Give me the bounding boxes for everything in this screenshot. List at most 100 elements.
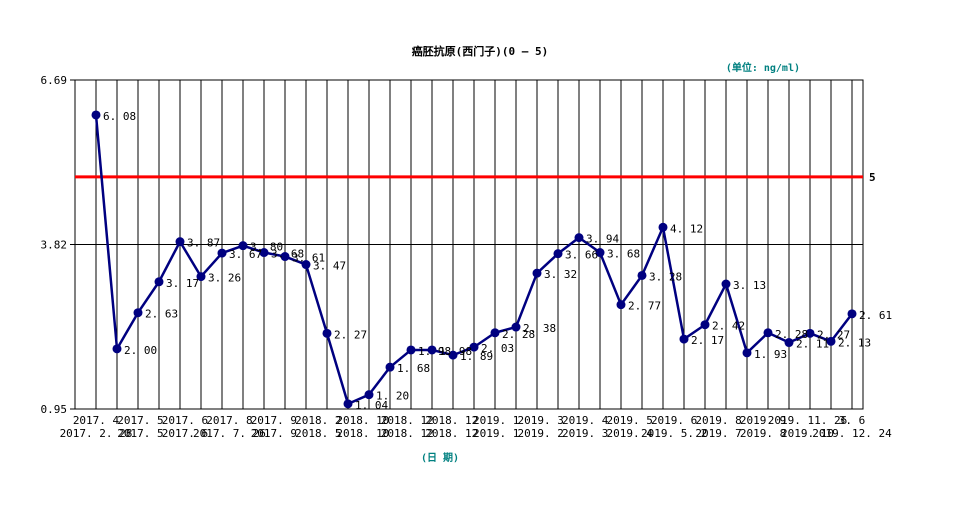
data-point <box>469 342 479 352</box>
x-tick-label-top: 2018. 10 <box>336 414 389 427</box>
data-point <box>406 345 416 355</box>
x-tick-label-bottom: 2017. 5 <box>117 427 163 440</box>
data-label: 2. 28 <box>502 328 535 341</box>
x-tick-label-bottom: 2017. 7. 26 <box>193 427 266 440</box>
y-tick-label: 6.69 <box>41 74 68 87</box>
data-point <box>154 277 164 287</box>
x-tick-label-bottom: 2018. 10 <box>336 427 389 440</box>
data-label: 3. 47 <box>313 260 346 273</box>
x-tick-label-bottom: 2018. 12 <box>381 427 434 440</box>
x-axis-label: (日 期) <box>421 451 459 464</box>
y-axis-ticks: 0.95 3.82 6.69 <box>41 74 75 416</box>
data-point <box>763 328 773 338</box>
data-point <box>238 241 248 251</box>
x-tick-label-top: 2019. 3 <box>518 414 564 427</box>
x-tick-label-bottom: 2019. 2 <box>518 427 564 440</box>
data-label: 6. 08 <box>103 110 136 123</box>
data-point <box>280 252 290 262</box>
data-label: 3. 87 <box>187 237 220 250</box>
data-point <box>448 350 458 360</box>
data-point <box>616 300 626 310</box>
x-tick-label-top: 2018. 2 <box>295 414 341 427</box>
data-point <box>301 260 311 270</box>
x-tick-label-top: 3. 6 <box>839 414 866 427</box>
data-label: 2. 63 <box>145 308 178 321</box>
data-point <box>511 322 521 332</box>
data-point <box>574 233 584 243</box>
data-point <box>364 390 374 400</box>
data-point <box>259 248 269 258</box>
data-label: 3. 67 <box>229 248 262 261</box>
data-point <box>637 270 647 280</box>
data-point <box>553 249 563 259</box>
x-tick-label-bottom: 2019. 12. 24 <box>812 427 892 440</box>
x-tick-label-top: 2018. 12 <box>425 414 478 427</box>
data-point <box>427 345 437 355</box>
reference-line-group: 5 <box>75 171 876 184</box>
chart-title: 癌胚抗原(西门子)(0 — 5) <box>412 44 549 58</box>
x-tick-label-bottom: 2019. 8 <box>740 427 786 440</box>
data-point <box>133 308 143 318</box>
data-label: 2. 27 <box>334 328 367 341</box>
data-point <box>175 237 185 247</box>
data-label: 2. 27 <box>817 328 850 341</box>
x-tick-label-top: 2017. 8 <box>206 414 252 427</box>
x-tick-label-top: 2018. 12 <box>381 414 434 427</box>
data-label: 1. 98 <box>439 345 472 358</box>
data-label: 2. 00 <box>124 344 157 357</box>
data-label: 3. 26 <box>208 272 241 285</box>
data-label: 2. 38 <box>523 322 556 335</box>
data-label: 3. 17 <box>166 277 199 290</box>
data-point <box>385 362 395 372</box>
data-labels: 6. 08 2. 00 2. 63 3. 17 3. 87 3. 26 3. 673. 80… <box>103 110 892 412</box>
data-point <box>721 279 731 289</box>
x-tick-label-bottom: 2019. 7 <box>695 427 741 440</box>
x-tick-label-top: 2017. 6 <box>162 414 208 427</box>
x-tick-label-top: 2019. 8 <box>695 414 741 427</box>
data-point <box>595 248 605 258</box>
x-tick-label-top: 2019. 5 <box>606 414 652 427</box>
data-label: 2. 03 <box>481 342 514 355</box>
data-label: 1. 68 <box>397 362 430 375</box>
data-label: 3. 61 <box>292 252 325 265</box>
data-point <box>112 344 122 354</box>
x-tick-label-bottom: 2019. 1 <box>473 427 519 440</box>
data-label: 3. 94 <box>586 233 619 246</box>
x-tick-label-bottom: 2019. 5. 2 <box>641 427 707 440</box>
data-label: 3. 28 <box>649 270 682 283</box>
x-tick-label-bottom: 2018. 5 <box>295 427 341 440</box>
x-tick-label-top: 2019. 4 <box>562 414 609 427</box>
x-tick-label-bottom: 2018. 12 <box>425 427 478 440</box>
reference-line-label: 5 <box>869 171 876 184</box>
data-point <box>532 268 542 278</box>
data-label: 3. 68 <box>271 248 304 261</box>
data-point <box>343 399 353 409</box>
data-point <box>805 328 815 338</box>
x-tick-label-bottom: 2019. 10 <box>781 427 834 440</box>
data-label: 3. 80 <box>250 241 283 254</box>
x-tick-label-bottom: 2019. 4 <box>606 427 653 440</box>
x-tick-label-top: 2019. 9 <box>740 414 786 427</box>
data-point <box>784 338 794 348</box>
data-label: 1. 98 <box>418 345 451 358</box>
data-label: 2. 61 <box>859 309 892 322</box>
data-label: 2. 28 <box>775 328 808 341</box>
data-label: 2. 13 <box>838 336 871 349</box>
data-point <box>196 272 206 282</box>
data-point <box>826 336 836 346</box>
data-label: 3. 32 <box>544 268 577 281</box>
x-tick-label-top: 2019. 6 <box>651 414 697 427</box>
data-point <box>322 328 332 338</box>
x-tick-label-top: 2017. 5 <box>117 414 163 427</box>
data-label: 2. 77 <box>628 300 661 313</box>
y-tick-label: 0.95 <box>41 403 68 416</box>
y-tick-label: 3.82 <box>41 239 68 252</box>
data-label: 3. 13 <box>733 279 766 292</box>
x-tick-label-bottom: 2017. 2. 28 <box>60 427 133 440</box>
data-point <box>91 110 101 120</box>
x-tick-label-top: 2019. 11. 26 <box>768 414 847 427</box>
data-point <box>847 309 857 319</box>
